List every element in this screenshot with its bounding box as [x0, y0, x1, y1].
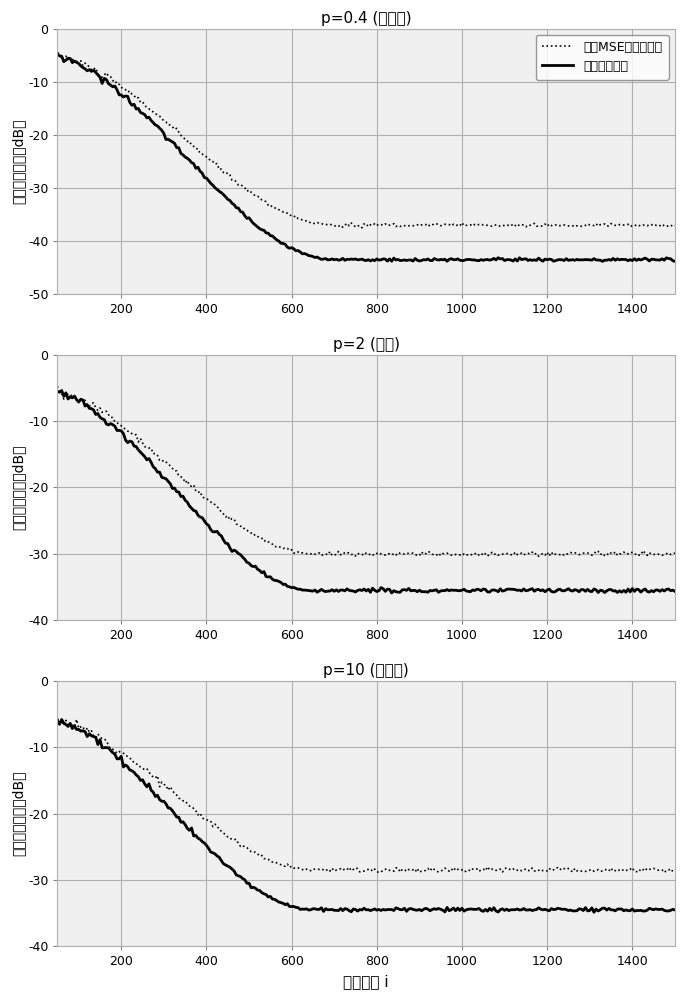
基于MSE自适应方法	[479, 863, 487, 875]
基于MSE自适应方法	[482, 219, 490, 231]
基于MSE自适应方法	[154, 109, 162, 121]
基于MSE自适应方法	[660, 867, 668, 879]
X-axis label: 迭代循环 i: 迭代循环 i	[343, 974, 389, 989]
本发明的方法	[156, 794, 164, 806]
本发明的方法	[590, 906, 598, 918]
Line: 基于MSE自适应方法: 基于MSE自适应方法	[58, 52, 675, 228]
Line: 本发明的方法: 本发明的方法	[58, 391, 675, 593]
基于MSE自适应方法	[479, 546, 487, 558]
Title: p=2 (高斯): p=2 (高斯)	[333, 337, 400, 352]
基于MSE自适应方法	[571, 862, 579, 874]
本发明的方法	[607, 584, 615, 596]
基于MSE自适应方法	[573, 548, 581, 560]
本发明的方法	[579, 254, 587, 266]
Line: 本发明的方法: 本发明的方法	[58, 720, 675, 912]
本发明的方法	[388, 587, 396, 599]
本发明的方法	[654, 584, 662, 596]
基于MSE自适应方法	[54, 46, 62, 58]
Y-axis label: 均方估计误差（dB）: 均方估计误差（dB）	[11, 445, 25, 530]
基于MSE自适应方法	[581, 219, 589, 231]
本发明的方法	[575, 586, 583, 598]
基于MSE自适应方法	[652, 219, 660, 231]
Title: p=10 (次高斯): p=10 (次高斯)	[323, 663, 409, 678]
基于MSE自适应方法	[581, 547, 589, 559]
基于MSE自适应方法	[671, 547, 679, 559]
本发明的方法	[479, 254, 487, 266]
基于MSE自适应方法	[573, 220, 581, 232]
基于MSE自适应方法	[534, 550, 543, 562]
本发明的方法	[654, 903, 662, 915]
本发明的方法	[54, 48, 62, 60]
本发明的方法	[607, 904, 615, 916]
本发明的方法	[482, 903, 490, 915]
本发明的方法	[58, 714, 66, 726]
基于MSE自适应方法	[154, 770, 162, 782]
本发明的方法	[54, 385, 62, 397]
本发明的方法	[484, 586, 492, 598]
本发明的方法	[581, 902, 589, 914]
本发明的方法	[652, 254, 660, 266]
Line: 基于MSE自适应方法: 基于MSE自适应方法	[58, 719, 675, 873]
本发明的方法	[54, 715, 62, 727]
本发明的方法	[584, 583, 592, 595]
本发明的方法	[671, 904, 679, 916]
基于MSE自适应方法	[671, 220, 679, 232]
基于MSE自适应方法	[605, 220, 613, 232]
本发明的方法	[598, 255, 606, 267]
Title: p=0.4 (超高斯): p=0.4 (超高斯)	[321, 11, 412, 26]
本发明的方法	[156, 466, 164, 478]
本发明的方法	[58, 385, 66, 397]
Line: 本发明的方法: 本发明的方法	[58, 54, 675, 261]
本发明的方法	[605, 253, 613, 265]
基于MSE自适应方法	[652, 548, 660, 560]
Y-axis label: 均方估计误差（dB）: 均方估计误差（dB）	[11, 119, 25, 204]
本发明的方法	[671, 585, 679, 597]
本发明的方法	[154, 120, 162, 132]
基于MSE自适应方法	[358, 222, 366, 234]
基于MSE自适应方法	[54, 713, 62, 725]
Y-axis label: 均方估计误差（dB）: 均方估计误差（dB）	[11, 771, 25, 856]
本发明的方法	[671, 255, 679, 267]
基于MSE自适应方法	[602, 864, 611, 876]
基于MSE自适应方法	[605, 546, 613, 558]
基于MSE自适应方法	[154, 449, 162, 461]
基于MSE自适应方法	[671, 864, 679, 876]
Line: 基于MSE自适应方法: 基于MSE自适应方法	[58, 386, 675, 556]
基于MSE自适应方法	[579, 865, 587, 877]
基于MSE自适应方法	[650, 862, 658, 874]
本发明的方法	[573, 905, 581, 917]
本发明的方法	[571, 254, 579, 266]
基于MSE自适应方法	[54, 380, 62, 392]
Legend: 基于MSE自适应方法, 本发明的方法: 基于MSE自适应方法, 本发明的方法	[536, 35, 669, 80]
